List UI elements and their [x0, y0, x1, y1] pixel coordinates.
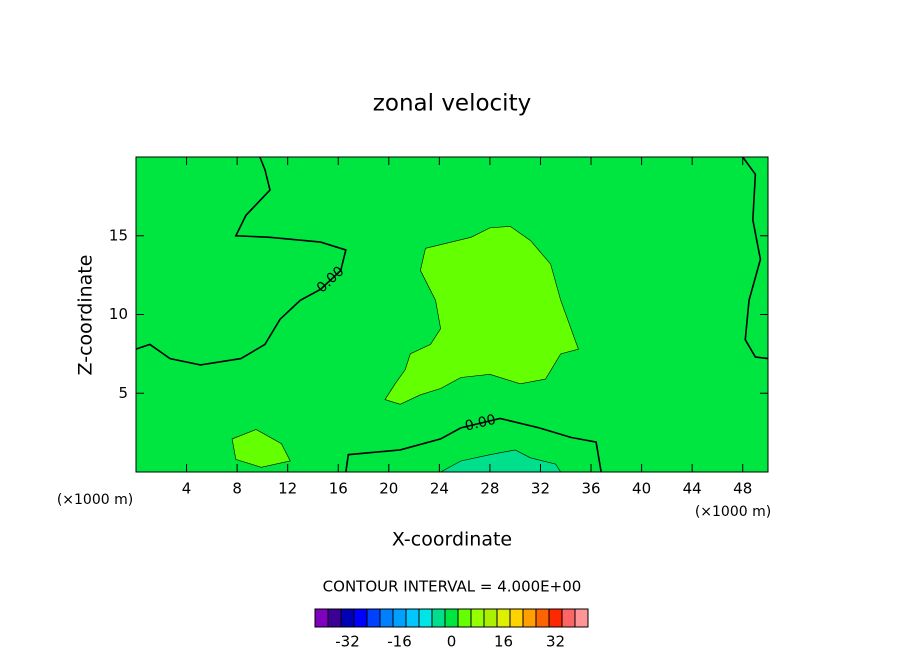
contour-interval: CONTOUR INTERVAL = 4.000E+00: [323, 578, 582, 596]
contour-line: [136, 157, 347, 366]
x-unit-label: (×1000 m): [57, 492, 133, 508]
x-tick-label: 32: [531, 480, 550, 498]
colorbar-box: [340, 608, 355, 628]
contour-line: [345, 417, 602, 472]
x-unit-label: (×1000 m): [695, 504, 771, 520]
x-tick-label: 12: [278, 480, 297, 498]
contour-label: 0.00: [463, 412, 497, 435]
colorbar-box: [392, 608, 407, 628]
colorbar-box: [522, 608, 537, 628]
colorbar-box: [574, 608, 589, 628]
x-tick-label: 40: [632, 480, 651, 498]
colorbar-box: [496, 608, 511, 628]
y-axis-label: Z-coordinate: [75, 255, 97, 376]
colorbar-tick-label: 0: [447, 633, 457, 651]
x-tick-label: 44: [683, 480, 702, 498]
x-axis-label: X-coordinate: [392, 529, 512, 551]
x-tick-label: 48: [733, 480, 752, 498]
x-tick-label: 36: [581, 480, 600, 498]
colorbar-box: [314, 608, 329, 628]
colorbar-box: [444, 608, 459, 628]
x-tick-label: 16: [329, 480, 348, 498]
colorbar-tick-label: 32: [546, 633, 565, 651]
colorbar-box: [405, 608, 420, 628]
y-tick-label: 5: [118, 384, 128, 402]
x-tick-label: 20: [379, 480, 398, 498]
colorbar-box: [366, 608, 381, 628]
colorbar-box: [548, 608, 563, 628]
chart-title: zonal velocity: [373, 91, 531, 117]
contour-region: [231, 429, 291, 468]
plot-area: 0.000.00: [136, 157, 768, 472]
colorbar-box: [561, 608, 576, 628]
colorbar-tick-label: -16: [387, 633, 412, 651]
contour-region: [440, 449, 562, 472]
colorbar-box: [418, 608, 433, 628]
colorbar-box: [535, 608, 550, 628]
colorbar-tick-label: 16: [494, 633, 513, 651]
y-tick-label: 15: [109, 226, 128, 244]
x-tick-label: 8: [232, 480, 242, 498]
x-tick-label: 4: [182, 480, 192, 498]
y-tick-label: 10: [109, 305, 128, 323]
colorbar-box: [470, 608, 485, 628]
colorbar-box: [353, 608, 368, 628]
colorbar-box: [327, 608, 342, 628]
colorbar-box: [483, 608, 498, 628]
contour-line: [742, 157, 768, 360]
colorbar-box: [457, 608, 472, 628]
colorbar-box: [509, 608, 524, 628]
colorbar-box: [431, 608, 446, 628]
colorbar-tick-label: -32: [335, 633, 360, 651]
x-tick-label: 24: [430, 480, 449, 498]
colorbar-box: [379, 608, 394, 628]
x-tick-label: 28: [480, 480, 499, 498]
contour-region: [384, 225, 579, 405]
